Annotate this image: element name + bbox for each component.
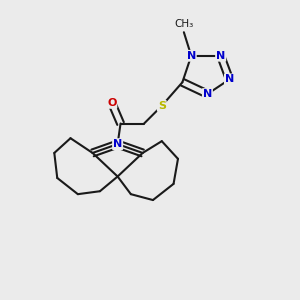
Text: O: O (107, 98, 116, 108)
Text: N: N (203, 89, 212, 99)
Text: N: N (113, 139, 122, 149)
Text: CH₃: CH₃ (174, 19, 194, 29)
Text: S: S (158, 101, 166, 111)
Text: N: N (216, 51, 225, 61)
Text: N: N (225, 74, 234, 84)
Text: N: N (187, 51, 196, 61)
